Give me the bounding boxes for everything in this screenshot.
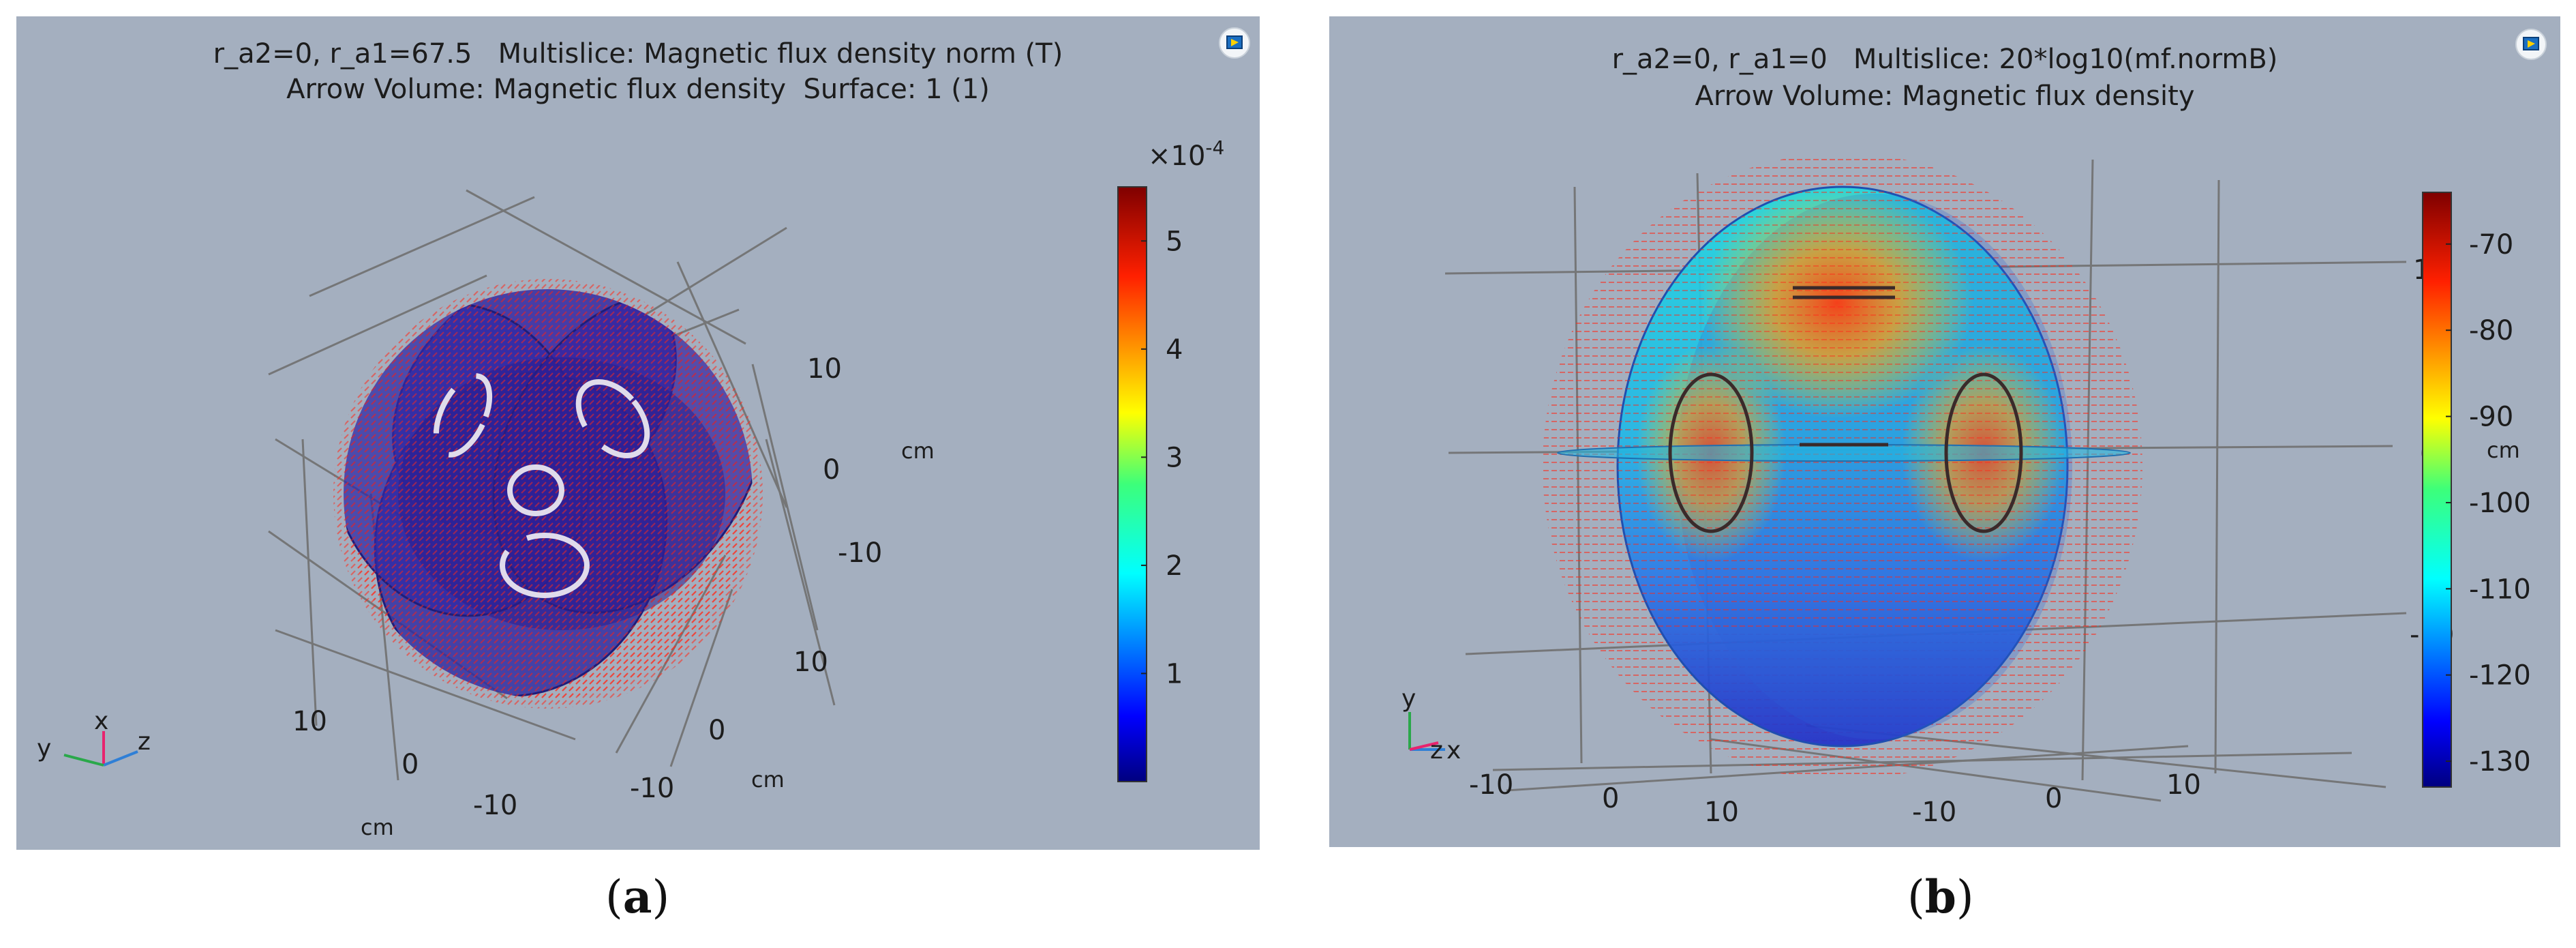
colorbar-tick-label: -70 <box>2469 229 2513 261</box>
axis-unit-a-3: cm <box>361 814 394 840</box>
caption-a: (a) <box>605 870 670 923</box>
axis-tick-a-2: 0 <box>823 454 840 486</box>
axis-unit-b: cm <box>2487 437 2520 463</box>
panel-a-title-line1: r_a2=0, r_a1=67.5 Multislice: Magnetic f… <box>213 38 1063 70</box>
colorbar-tick-label: -120 <box>2469 660 2531 692</box>
axis-tick-b-1: 10 <box>793 647 828 678</box>
axis-tick-b-2: 0 <box>708 715 725 746</box>
axis-tick-a-1: 10 <box>807 353 842 385</box>
axis-tick-b-3: -10 <box>630 773 674 804</box>
caption-b: (b) <box>1907 870 1974 923</box>
plot-3d-view-b[interactable]: 10 0 -10 cm -10 0 10 -10 0 10 y z x <box>1329 16 2560 847</box>
colorbar-tick-label: -110 <box>2469 574 2531 605</box>
colorbar-tick-label: 2 <box>1166 550 1183 582</box>
triad-y-label: y <box>37 735 51 762</box>
colorbar-tick-label: 4 <box>1166 334 1183 366</box>
coil-rings-b <box>1668 286 2023 533</box>
orientation-triad-b: y z x <box>1401 685 1461 765</box>
colorbar-tick-label: -80 <box>2469 315 2513 346</box>
axis-tick-h-6: 10 <box>2166 769 2201 801</box>
axis-tick-c-3: -10 <box>473 790 517 821</box>
colorbar-tick-label: -90 <box>2469 402 2513 433</box>
triad-x-label: x <box>1446 737 1461 765</box>
plot-panel-b[interactable]: r_a2=0, r_a1=0 Multislice: 20*log10(mf.n… <box>1329 16 2560 847</box>
triad-z-label: z <box>1430 737 1443 765</box>
triad-x-label: x <box>94 707 108 735</box>
axis-tick-h-4: -10 <box>1912 797 1956 828</box>
axis-tick-a-3: -10 <box>838 537 882 569</box>
multislice-surfaces-b <box>1557 186 2131 747</box>
axis-tick-h-3: 10 <box>1704 797 1739 828</box>
axis-unit-a-1: cm <box>901 438 935 464</box>
colorbar-a <box>1117 186 1147 782</box>
colorbar-a-multiplier: ×10-4 <box>1148 136 1224 172</box>
colorbar-tick-label: -130 <box>2469 746 2531 777</box>
colorbar-tick-label: 1 <box>1166 658 1183 690</box>
panel-a-title-line2: Arrow Volume: Magnetic flux density Surf… <box>286 74 990 105</box>
axis-tick-h-2: 0 <box>1602 783 1619 814</box>
orientation-triad-a: x y z <box>37 707 151 767</box>
coil-rings-a <box>433 373 650 598</box>
axis-tick-c-1: 10 <box>292 706 327 737</box>
triad-y-label: y <box>1401 685 1416 713</box>
camera-view-icon[interactable] <box>1217 26 1252 60</box>
axis-unit-a-2: cm <box>751 767 785 793</box>
panel-b-title-line1: r_a2=0, r_a1=0 Multislice: 20*log10(mf.n… <box>1611 44 2278 75</box>
colorbar-b <box>2422 192 2452 788</box>
colorbar-tick-label: -100 <box>2469 488 2531 519</box>
camera-view-icon[interactable] <box>2514 27 2548 61</box>
colorbar-tick-label: 5 <box>1166 226 1183 257</box>
axis-tick-h-5: 0 <box>2045 783 2062 814</box>
axis-tick-h-1: -10 <box>1469 769 1513 801</box>
triad-z-label: z <box>138 728 151 756</box>
plot-3d-view-a[interactable]: 10 0 -10 10 0 -10 10 0 -10 cm cm cm x y … <box>16 16 1260 850</box>
plot-panel-a[interactable]: r_a2=0, r_a1=67.5 Multislice: Magnetic f… <box>16 16 1260 850</box>
panel-b-title-line2: Arrow Volume: Magnetic flux density <box>1695 80 2195 112</box>
colorbar-tick-label: 3 <box>1166 442 1183 473</box>
axis-tick-c-2: 0 <box>401 749 419 780</box>
